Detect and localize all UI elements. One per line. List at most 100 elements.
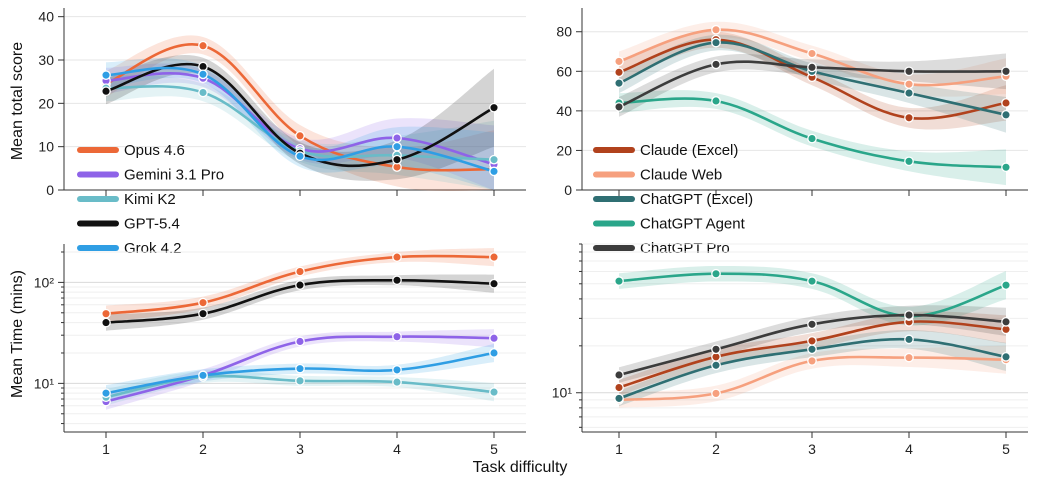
data-point-claude-web-4 [904, 79, 914, 90]
data-point-chatgpt-agent-4 [904, 156, 914, 167]
data-point-chatgpt-pro-2 [711, 344, 721, 355]
data-point-chatgpt-agent-2 [711, 96, 721, 106]
data-point-chatgpt-agent-2 [711, 268, 721, 279]
data-point-chatgpt-agent-5 [1001, 280, 1011, 291]
data-point-gemini-3-1-pro-4 [392, 331, 402, 342]
legend-label-chatgpt-agent: ChatGPT Agent [640, 216, 746, 233]
data-point-gemini-3-1-pro-3 [295, 336, 305, 347]
y-axis-label-score: Mean total score [9, 42, 26, 160]
data-point-gpt-5-4-5 [489, 278, 499, 289]
lines-top-right [614, 24, 1011, 173]
data-point-claude-excel-4 [904, 112, 914, 123]
data-point-gpt-5-4-4 [392, 275, 402, 286]
y-tick-label: 10² [34, 274, 55, 290]
data-point-grok-4-2-4 [392, 141, 402, 152]
data-point-chatgpt-excel-4 [904, 334, 914, 345]
data-point-claude-excel-3 [807, 336, 817, 346]
data-point-claude-web-3 [807, 356, 817, 366]
x-tick-label: 3 [808, 441, 816, 457]
data-point-gpt-5-4-4 [392, 154, 402, 165]
data-point-grok-4-2-1 [101, 70, 111, 81]
panel-bottom-left: 10¹ 10² 1 2 3 4 5 [34, 244, 526, 457]
data-point-kimi-k2-5 [489, 387, 499, 397]
data-point-grok-4-2-2 [198, 370, 208, 381]
data-point-gpt-5-4-1 [101, 86, 111, 97]
data-point-chatgpt-pro-5 [1001, 66, 1011, 77]
data-point-chatgpt-excel-1 [614, 78, 624, 89]
data-point-opus-4-6-2 [198, 297, 208, 308]
data-point-claude-excel-1 [614, 382, 624, 393]
ci-band-claude-excel [619, 311, 1006, 396]
legend-label-chatgpt-excel: ChatGPT (Excel) [640, 191, 753, 208]
y-axis-label-time: Mean Time (mins) [9, 270, 26, 398]
data-point-gemini-3-1-pro-5 [489, 333, 499, 344]
lines-top-left [101, 40, 499, 177]
data-point-opus-4-6-2 [198, 40, 208, 51]
legend-top-left: Opus 4.6 Gemini 3.1 Pro Kimi K2 GPT-5.4 Grok… [77, 142, 224, 257]
legend-label-chatgpt-pro: ChatGPT Pro [640, 240, 730, 257]
y-tick-label: 0 [564, 182, 572, 198]
x-axis-label: Task difficulty [473, 459, 568, 476]
data-point-chatgpt-agent-5 [1001, 162, 1011, 173]
data-point-chatgpt-pro-5 [1001, 316, 1011, 327]
data-point-grok-4-2-1 [101, 388, 111, 399]
data-point-kimi-k2-5 [489, 154, 499, 165]
y-tick-label: 10¹ [34, 375, 55, 391]
panel-top-left: 0 10 20 30 40 Opus 4.6 Gemini 3.1 Pro Kimi K2 GP… [38, 8, 526, 257]
data-point-chatgpt-pro-3 [807, 319, 817, 330]
x-tick-label: 3 [296, 441, 304, 457]
data-point-chatgpt-pro-1 [614, 370, 624, 380]
data-point-grok-4-2-4 [392, 365, 402, 375]
y-tick-label: 80 [556, 24, 572, 40]
x-tick-label: 2 [712, 441, 720, 457]
data-point-chatgpt-agent-1 [614, 276, 624, 286]
data-point-opus-4-6-5 [489, 252, 499, 262]
x-tick-label: 5 [490, 441, 498, 457]
legend-top-right: Claude (Excel) Claude Web ChatGPT (Excel) C… [593, 142, 753, 257]
x-tick-label: 2 [199, 441, 207, 457]
data-point-chatgpt-pro-3 [807, 62, 817, 73]
grid-bottom-left [58, 251, 526, 425]
data-point-chatgpt-excel-5 [1001, 109, 1011, 120]
data-point-claude-web-4 [904, 352, 914, 363]
data-point-claude-web-1 [614, 56, 624, 67]
data-point-gpt-5-4-1 [101, 317, 111, 328]
data-point-chatgpt-excel-2 [711, 37, 721, 48]
data-point-gpt-5-4-2 [198, 308, 208, 319]
data-point-kimi-k2-2 [198, 87, 208, 98]
legend-label-gpt-5-4: GPT-5.4 [124, 216, 180, 233]
data-point-chatgpt-excel-3 [807, 344, 817, 355]
data-point-chatgpt-excel-4 [904, 88, 914, 98]
x-tick-label: 1 [615, 441, 623, 457]
data-point-claude-excel-1 [614, 67, 624, 78]
data-point-opus-4-6-3 [295, 266, 305, 277]
data-point-claude-web-2 [711, 24, 721, 35]
x-tick-label: 5 [1002, 441, 1010, 457]
y-tick-label: 10 [38, 139, 54, 155]
x-tick-label: 1 [102, 441, 110, 457]
y-tick-label: 30 [38, 52, 54, 68]
data-point-chatgpt-excel-5 [1001, 351, 1011, 362]
data-point-grok-4-2-5 [489, 348, 499, 358]
lines-bottom-left [101, 252, 499, 407]
data-point-opus-4-6-3 [295, 130, 305, 141]
data-point-claude-excel-5 [1001, 98, 1011, 108]
y-tick-label: 0 [46, 182, 54, 198]
y-tick-label: 60 [556, 63, 572, 79]
ci-band-claude-web [619, 21, 1006, 97]
panel-top-right: 0 20 40 60 80 Claude (Excel) Claude Web ChatGPT… [556, 8, 1028, 257]
legend-label-kimi-k2: Kimi K2 [124, 191, 176, 208]
data-point-gpt-5-4-5 [489, 102, 499, 113]
data-point-grok-4-2-3 [295, 363, 305, 374]
lines-bottom-right [614, 268, 1011, 405]
legend-label-grok-4-2: Grok 4.2 [124, 240, 182, 257]
data-point-gemini-3-1-pro-4 [392, 133, 402, 143]
data-point-kimi-k2-3 [295, 375, 305, 386]
data-point-chatgpt-pro-4 [904, 310, 914, 320]
legend-label-claude-excel: Claude (Excel) [640, 142, 738, 159]
data-point-gpt-5-4-3 [295, 280, 305, 290]
panel-bottom-right: 10¹ 1 2 3 4 5 [552, 243, 1028, 457]
data-point-chatgpt-excel-2 [711, 360, 721, 371]
x-tick-label: 4 [905, 441, 913, 457]
